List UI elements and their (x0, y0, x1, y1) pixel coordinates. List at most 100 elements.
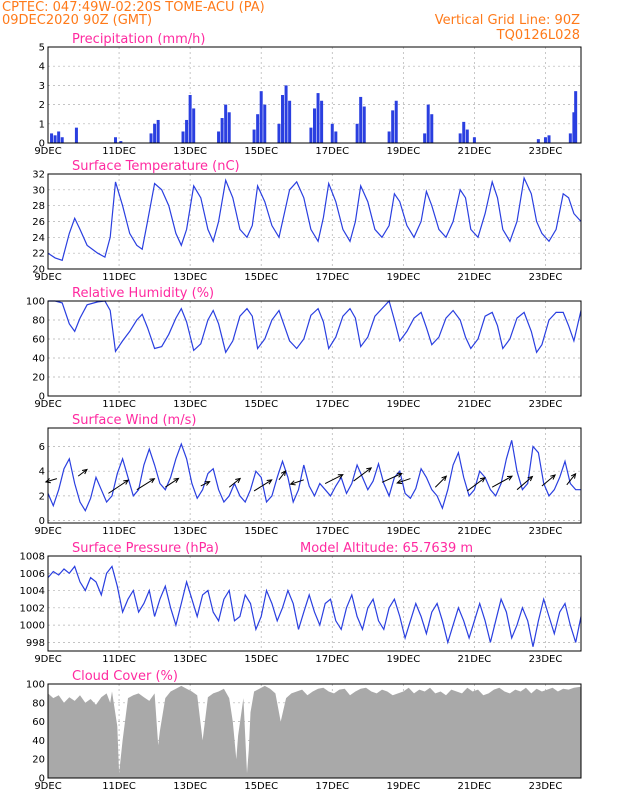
wind-y-tick-label: 2 (39, 491, 45, 502)
precipitation-bar (568, 133, 572, 143)
temperature-x-tick-label: 15DEC (244, 272, 278, 283)
pressure-y-tick-label: 1008 (20, 552, 45, 563)
humidity-x-tick-label: 21DEC (458, 399, 492, 410)
wind-series-line (47, 440, 581, 513)
humidity-y-tick-label: 20 (32, 373, 45, 384)
humidity-y-tick-label: 100 (26, 297, 45, 308)
precipitation-bar (256, 114, 260, 143)
precipitation-bar (227, 112, 231, 143)
wind-x-tick-label: 15DEC (244, 526, 278, 537)
wind-arrow (108, 479, 130, 494)
precipitation-x-tick-label: 17DEC (315, 146, 349, 157)
cloud-cover-x-tick-label: 23DEC (529, 781, 563, 792)
wind-arrow (353, 467, 373, 482)
header-date: 09DEC2020 90Z (GMT) (2, 13, 152, 28)
temperature-x-tick-label: 17DEC (315, 272, 349, 283)
wind-arrow (541, 474, 556, 487)
cloud-cover-x-tick-label: 13DEC (173, 781, 207, 792)
wind-arrow-shaft (566, 473, 576, 486)
precipitation-bar (572, 112, 576, 143)
header-location: CPTEC: 047:49W-02:20S TOME-ACU (PA) (2, 0, 265, 15)
cloud-cover-y-tick-label: 60 (32, 717, 45, 728)
temperature-panel: 20 22 24 26 28 30 32 9DEC 11DEC 13DEC 15DEC 17DEC 19… (32, 159, 582, 283)
wind-arrow (278, 470, 287, 481)
cloud-cover-y-tick-label: 80 (32, 698, 45, 709)
wind-arrow (164, 477, 180, 488)
precipitation-bar (220, 118, 224, 143)
precipitation-bar (387, 131, 391, 143)
wind-arrow-head (204, 481, 211, 486)
precipitation-y-tick-label: 1 (39, 119, 45, 130)
temperature-y-tick-label: 20 (32, 265, 45, 276)
wind-frame (47, 427, 582, 524)
cloud-cover-frame (47, 683, 582, 779)
wind-arrow (228, 477, 242, 488)
precipitation-bar (281, 95, 285, 143)
temperature-y-tick-label: 32 (32, 170, 45, 181)
humidity-y-tick-label: 80 (32, 316, 45, 327)
wind-arrow-shaft (77, 469, 88, 477)
wind-arrow-head (280, 470, 287, 476)
precipitation-bar (359, 96, 363, 143)
cloud-cover-y-tick-label: 0 (39, 774, 45, 785)
wind-arrow (434, 475, 448, 488)
wind-title: Surface Wind (m/s) (72, 413, 196, 428)
cloud-cover-y-tick-label: 20 (32, 755, 45, 766)
precipitation-bar (362, 106, 366, 143)
humidity-title: Relative Humidity (%) (72, 286, 214, 301)
precipitation-bar (355, 123, 359, 143)
cloud-cover-panel: 0 20 40 60 80 100 9DEC 11DEC 13DEC 15DEC 17DEC 19DE… (26, 669, 582, 792)
wind-arrow-shaft (434, 475, 447, 488)
precipitation-bar (263, 104, 267, 143)
pressure-y-tick-label: 1006 (20, 569, 45, 580)
precipitation-bar (334, 131, 338, 143)
wind-arrow-head (123, 479, 130, 485)
temperature-x-tick-label: 9DEC (34, 272, 61, 283)
precipitation-x-tick-label: 23DEC (529, 146, 563, 157)
wind-arrow-head (396, 479, 403, 485)
temperature-y-tick-label: 30 (32, 185, 45, 196)
precipitation-bar (543, 137, 547, 143)
precipitation-bar (259, 91, 263, 143)
wind-arrow-shaft (290, 479, 304, 485)
precipitation-bar (426, 104, 430, 143)
precipitation-y-tick-label: 2 (39, 100, 45, 111)
precipitation-y-tick-label: 0 (39, 139, 45, 150)
precipitation-bar (313, 108, 316, 143)
wind-arrow (491, 475, 514, 488)
precipitation-y-tick-label: 4 (39, 62, 45, 73)
precipitation-x-tick-label: 21DEC (458, 146, 492, 157)
cloud-cover-title: Cloud Cover (%) (72, 669, 178, 684)
precipitation-bar (192, 108, 196, 143)
wind-arrow-shaft (278, 470, 286, 481)
precipitation-bar (536, 139, 540, 143)
precipitation-bar (465, 129, 469, 143)
pressure-x-tick-label: 21DEC (458, 654, 492, 665)
wind-y-tick-label: 6 (39, 442, 45, 453)
pressure-annotation: Model Altitude: 65.7639 m (300, 541, 473, 556)
temperature-x-tick-label: 13DEC (173, 272, 207, 283)
wind-arrow (324, 474, 344, 484)
wind-arrow-head (82, 468, 88, 475)
precipitation-bar (149, 133, 153, 143)
precipitation-bar (547, 135, 551, 143)
wind-arrow-shaft (541, 474, 556, 487)
wind-arrow (200, 481, 211, 487)
precipitation-bar (252, 129, 256, 143)
temperature-x-tick-label: 11DEC (102, 272, 136, 283)
wind-x-tick-label: 17DEC (315, 526, 349, 537)
wind-arrow-shaft (324, 474, 343, 484)
pressure-y-tick-label: 1000 (20, 621, 45, 632)
humidity-panel: 0 20 40 60 80 100 9DEC 11DEC 13DEC 15DEC 17DEC 19DE… (26, 286, 582, 410)
wind-arrow-head (441, 475, 448, 482)
cloud-cover-y-tick-label: 40 (32, 736, 45, 747)
temperature-y-tick-label: 24 (32, 233, 45, 244)
wind-arrow-shaft (108, 479, 129, 494)
precipitation-bar (224, 104, 228, 143)
cloud-cover-x-tick-label: 9DEC (34, 781, 61, 792)
humidity-frame (47, 300, 582, 397)
humidity-x-tick-label: 19DEC (386, 399, 420, 410)
temperature-y-tick-label: 26 (32, 217, 45, 228)
wind-arrow (566, 472, 577, 486)
